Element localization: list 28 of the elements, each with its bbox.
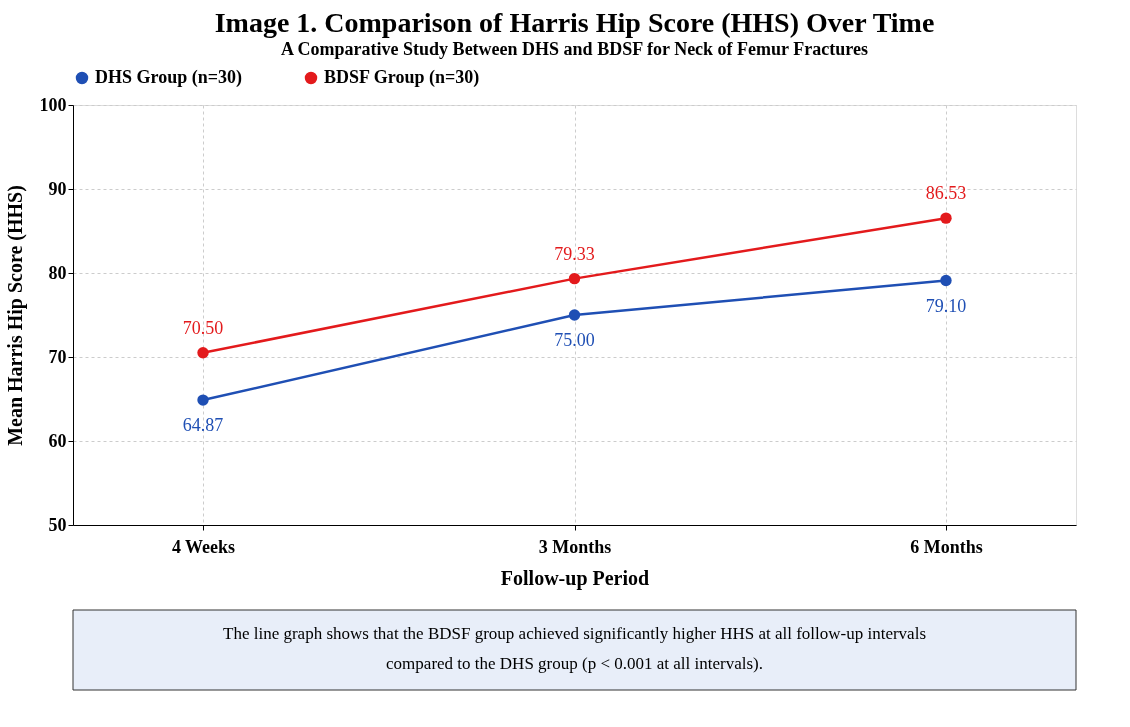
y-axis-title: Mean Harris Hip Score (HHS) bbox=[3, 185, 27, 446]
x-tick-label: 6 Months bbox=[910, 536, 983, 557]
y-tick-label: 100 bbox=[39, 94, 67, 115]
x-tick-label: 4 Weeks bbox=[171, 536, 236, 557]
point bbox=[940, 212, 952, 224]
text: The line graph shows that the BDSF group achieved significantly higher HHS at all follow-up intervals compared to the DHS group (p < 0.001 at all intervals). bbox=[222, 624, 927, 673]
data-label: 75.00 bbox=[554, 330, 595, 350]
data-label: 79.10 bbox=[925, 295, 967, 316]
x-tick-label: 3 Months bbox=[538, 536, 612, 557]
point bbox=[197, 394, 209, 406]
y-tick-label: 90 bbox=[48, 178, 67, 199]
data-label: 64.87 bbox=[182, 415, 224, 436]
y-tick-label: 50 bbox=[48, 514, 67, 535]
data-label: 70.50 bbox=[182, 317, 224, 338]
y-tick-label: 70 bbox=[48, 346, 67, 367]
point bbox=[568, 309, 581, 321]
x-axis-title: Follow-up Period bbox=[500, 566, 650, 590]
legend-label: DHS Group (n=30) bbox=[95, 67, 242, 88]
point bbox=[568, 272, 581, 285]
chart-subtitle: A Comparative Study Between DHS and BDSF for Neck of Femur Fractures bbox=[281, 39, 868, 59]
data-label: 86.53 bbox=[925, 183, 967, 204]
point bbox=[940, 274, 952, 287]
legend-label: BDSF Group (n=30) bbox=[324, 67, 480, 88]
y-tick-label: 60 bbox=[48, 430, 67, 451]
point bbox=[197, 347, 209, 359]
chart-title: Image 1. Comparison of Harris Hip Score (HHS) Over Time bbox=[214, 7, 935, 38]
data-label: 79.33 bbox=[554, 243, 595, 264]
y-tick-label: 80 bbox=[48, 262, 67, 283]
